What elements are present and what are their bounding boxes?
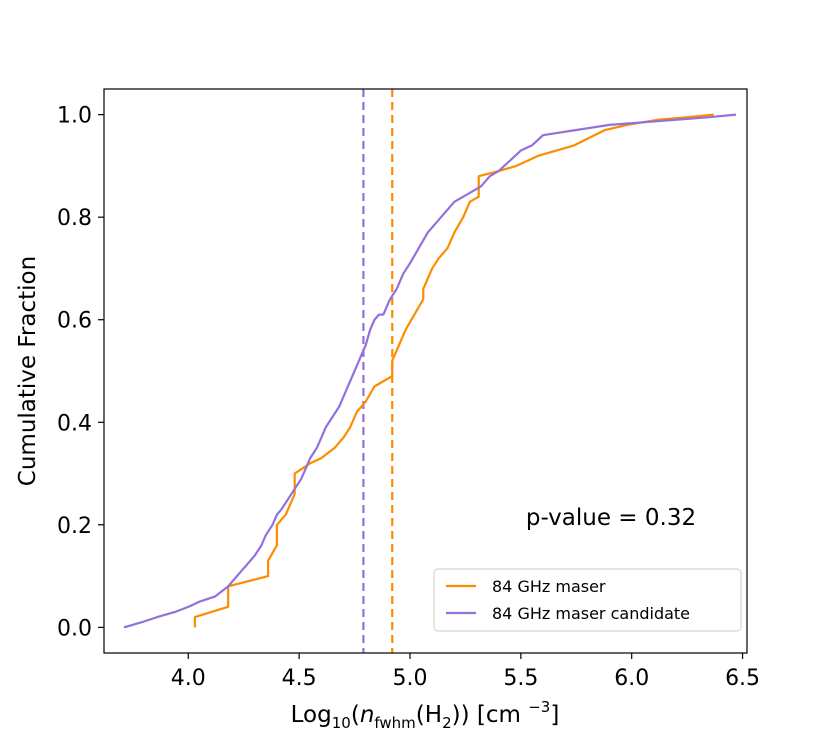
y-tick-label: 0.8 xyxy=(57,206,92,231)
y-tick-label: 0.0 xyxy=(57,616,92,641)
legend: 84 GHz maser 84 GHz maser candidate xyxy=(433,568,742,632)
series-line-maser xyxy=(193,113,714,628)
y-axis: 0.0 0.2 0.4 0.6 0.8 1.0 xyxy=(57,104,104,641)
legend-box xyxy=(433,568,742,632)
y-tick-label: 0.4 xyxy=(57,411,92,436)
plot-frame xyxy=(103,88,748,654)
y-axis-label: Cumulative Fraction xyxy=(15,256,41,486)
series-line-maser-candidate xyxy=(123,113,737,629)
x-tick-label: 4.0 xyxy=(171,666,206,691)
x-tick-label: 6.0 xyxy=(614,666,649,691)
plot-area xyxy=(123,89,737,653)
y-tick-label: 1.0 xyxy=(57,104,92,129)
x-tick-label: 5.5 xyxy=(503,666,538,691)
y-tick-label: 0.6 xyxy=(57,309,92,334)
y-tick-label: 0.2 xyxy=(57,514,92,539)
legend-label-maser-candidate: 84 GHz maser candidate xyxy=(492,604,690,623)
p-value-annotation: p-value = 0.32 xyxy=(526,505,696,531)
x-tick-label: 5.0 xyxy=(392,666,427,691)
x-axis-label: Log10(nfwhm(H2)) [cm −3] xyxy=(291,698,560,732)
x-tick-label: 4.5 xyxy=(282,666,317,691)
x-tick-label: 6.5 xyxy=(725,666,760,691)
legend-label-maser: 84 GHz maser xyxy=(492,577,606,596)
x-axis: 4.0 4.5 5.0 5.5 6.0 6.5 xyxy=(171,653,760,691)
